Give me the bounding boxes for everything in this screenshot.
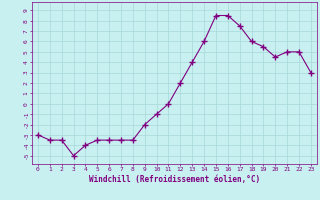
X-axis label: Windchill (Refroidissement éolien,°C): Windchill (Refroidissement éolien,°C) (89, 175, 260, 184)
